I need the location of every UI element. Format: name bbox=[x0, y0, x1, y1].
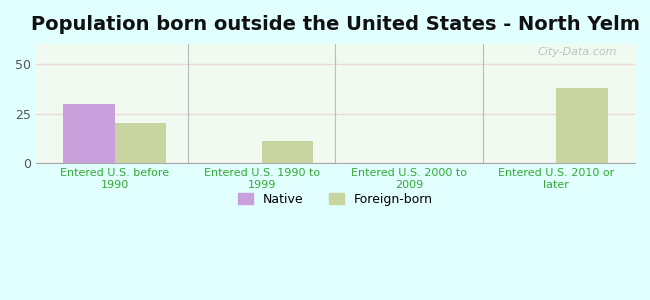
Bar bbox=[114, 124, 166, 163]
Bar bbox=[556, 88, 608, 163]
Text: City-Data.com: City-Data.com bbox=[538, 47, 617, 58]
Bar bbox=[63, 103, 114, 163]
Bar bbox=[262, 141, 313, 163]
Legend: Native, Foreign-born: Native, Foreign-born bbox=[233, 188, 437, 211]
Title: Population born outside the United States - North Yelm: Population born outside the United State… bbox=[31, 15, 640, 34]
